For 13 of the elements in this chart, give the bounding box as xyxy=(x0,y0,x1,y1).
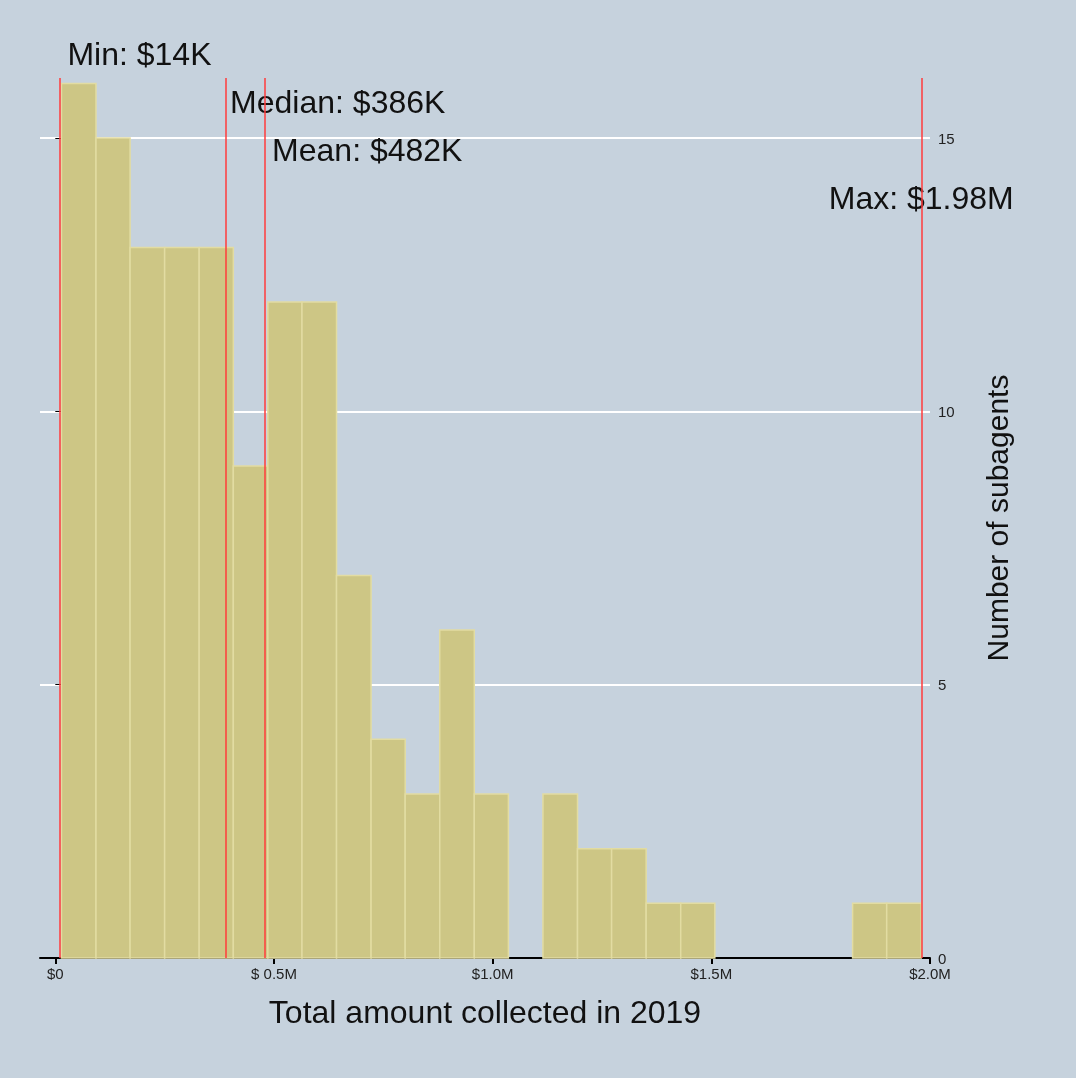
x-tick-label: $0 xyxy=(46,965,64,982)
x-axis-title: Total amount collected in 2019 xyxy=(268,994,702,1030)
y-axis-title: Number of subagents xyxy=(980,374,1014,662)
x-tick-label: $1.0M xyxy=(471,965,514,982)
y-tick-label: 15 xyxy=(938,129,955,147)
ref-line-label: Min: $14K xyxy=(67,36,212,72)
y-tick-label: 0 xyxy=(938,949,947,967)
y-tick-label: 10 xyxy=(938,402,955,420)
x-tick-label: $1.5M xyxy=(690,965,733,982)
x-tick-label: $ 0.5M xyxy=(251,965,297,982)
x-tick-label: $2.0M xyxy=(909,965,951,982)
ref-line-label: Mean: $482K xyxy=(272,132,463,168)
y-tick-label: 5 xyxy=(938,676,947,694)
